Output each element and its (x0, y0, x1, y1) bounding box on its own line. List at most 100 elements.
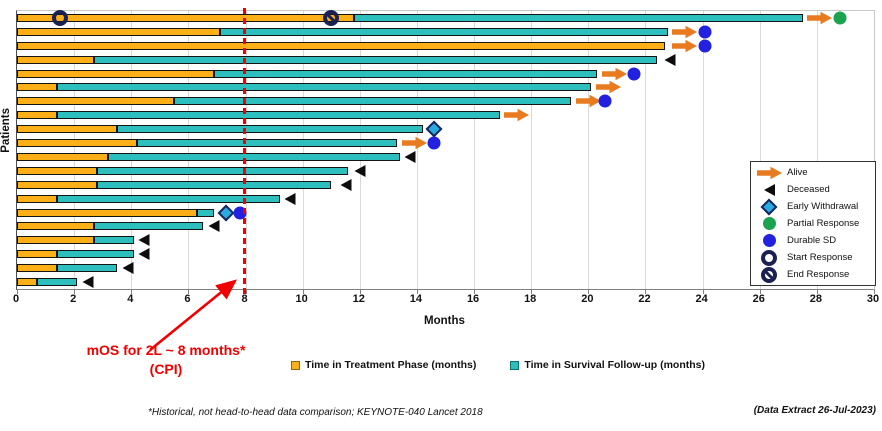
legend-item-early-withdrawal: Early Withdrawal (751, 198, 875, 215)
x-tick-label: 30 (866, 293, 880, 305)
legend-label: Durable SD (787, 235, 837, 246)
early-withdrawal-diamond-icon (760, 198, 778, 215)
x-tick-mark (874, 290, 875, 294)
gridline (416, 11, 418, 289)
alive-arrow-icon (756, 166, 782, 180)
gridline (302, 11, 304, 289)
followup-bar (116, 125, 423, 134)
treatment-bar (17, 13, 355, 22)
legend-item-partial-response: Partial Response (751, 215, 875, 232)
x-tick-label: 16 (466, 293, 480, 305)
followup-bar (214, 69, 597, 78)
deceased-marker (82, 276, 94, 289)
start-response-marker (51, 9, 68, 26)
followup-bar (108, 152, 400, 161)
x-tick-label: 2 (70, 293, 77, 305)
alive-marker (807, 11, 833, 25)
series-legend-label: Time in Survival Follow-up (months) (524, 359, 705, 371)
deceased-marker (208, 220, 220, 233)
gridline (131, 11, 133, 289)
durable-sd-marker (627, 67, 641, 81)
x-tick-label: 0 (12, 293, 20, 305)
alive-marker (601, 67, 627, 81)
treatment-bar (17, 27, 220, 36)
x-tick-label: 8 (241, 293, 248, 305)
series-legend-label: Time in Treatment Phase (months) (305, 359, 477, 371)
plot-area (16, 9, 875, 294)
annotation-line1: mOS for 2L ~ 8 months* (86, 342, 246, 358)
followup-bar (94, 236, 135, 245)
gridline (645, 11, 647, 289)
followup-bar (56, 111, 500, 120)
annotation-line2: (CPI) (149, 361, 183, 377)
legend-item-deceased: Deceased (751, 181, 875, 198)
followup-bar (174, 97, 572, 106)
x-tick-label: 6 (184, 293, 191, 305)
legend-label: Deceased (787, 184, 830, 195)
treatment-bar (17, 208, 197, 217)
x-tick-mark (531, 290, 533, 294)
gridline (474, 11, 476, 289)
partial-response-marker (833, 11, 847, 25)
followup-bar (219, 27, 669, 36)
durable-sd-marker (598, 94, 612, 108)
annotation-arrow (149, 279, 238, 352)
x-tick-mark (131, 290, 133, 294)
x-tick-label: 10 (295, 293, 308, 305)
x-tick-label: 12 (352, 293, 365, 305)
deceased-marker (340, 178, 352, 191)
legend-label: Early Withdrawal (787, 201, 859, 212)
x-tick-mark (188, 290, 190, 294)
end-response-ring-icon (761, 266, 777, 283)
gridline (531, 11, 533, 289)
gridline (74, 11, 76, 289)
legend-label: Partial Response (787, 218, 860, 229)
deceased-marker (664, 53, 676, 66)
marker-legend: Alive Deceased Early Withdrawal Partial … (750, 161, 876, 286)
deceased-marker (354, 164, 366, 177)
x-tick-label: 28 (809, 293, 822, 305)
alive-marker (575, 94, 601, 108)
deceased-marker (122, 262, 134, 275)
deceased-marker (138, 248, 150, 261)
followup-bar (56, 250, 135, 259)
start-response-ring-icon (761, 249, 777, 266)
followup-bar (96, 180, 332, 189)
alive-marker (401, 136, 427, 150)
partial-response-circle-icon (762, 217, 776, 230)
legend-item-durable-sd: Durable SD (751, 232, 875, 249)
x-tick-mark (245, 290, 247, 294)
y-axis-label: Patients (0, 108, 12, 153)
end-response-marker (323, 9, 340, 26)
treatment-bar (17, 83, 57, 92)
legend-item-end-response: End Response (751, 266, 875, 283)
durable-sd-marker (698, 39, 712, 53)
x-tick-label: 18 (524, 293, 537, 305)
legend-item-start-response: Start Response (751, 249, 875, 266)
durable-sd-marker (698, 25, 712, 39)
treatment-bar (17, 278, 37, 287)
x-tick-mark (759, 290, 761, 294)
treatment-bar (17, 69, 215, 78)
legend-label: Start Response (787, 252, 853, 263)
treatment-bar (17, 222, 95, 231)
alive-marker (671, 25, 697, 39)
treatment-bar (17, 125, 117, 134)
followup-bar (96, 166, 349, 175)
followup-bar (56, 83, 592, 92)
x-tick-mark (416, 290, 418, 294)
x-tick-mark (645, 290, 647, 294)
durable-sd-marker (427, 136, 441, 150)
followup-bar (94, 222, 203, 231)
data-extract-note: (Data Extract 26-Jul-2023) (753, 405, 876, 416)
early-withdrawal-marker (217, 204, 235, 222)
deceased-triangle-icon (763, 183, 775, 196)
x-tick-mark (474, 290, 476, 294)
treatment-bar (17, 180, 97, 189)
legend-label: Alive (787, 167, 808, 178)
early-withdrawal-marker (425, 120, 443, 138)
followup-bar (136, 139, 397, 148)
x-tick-mark (302, 290, 304, 294)
x-tick-mark (816, 290, 818, 294)
